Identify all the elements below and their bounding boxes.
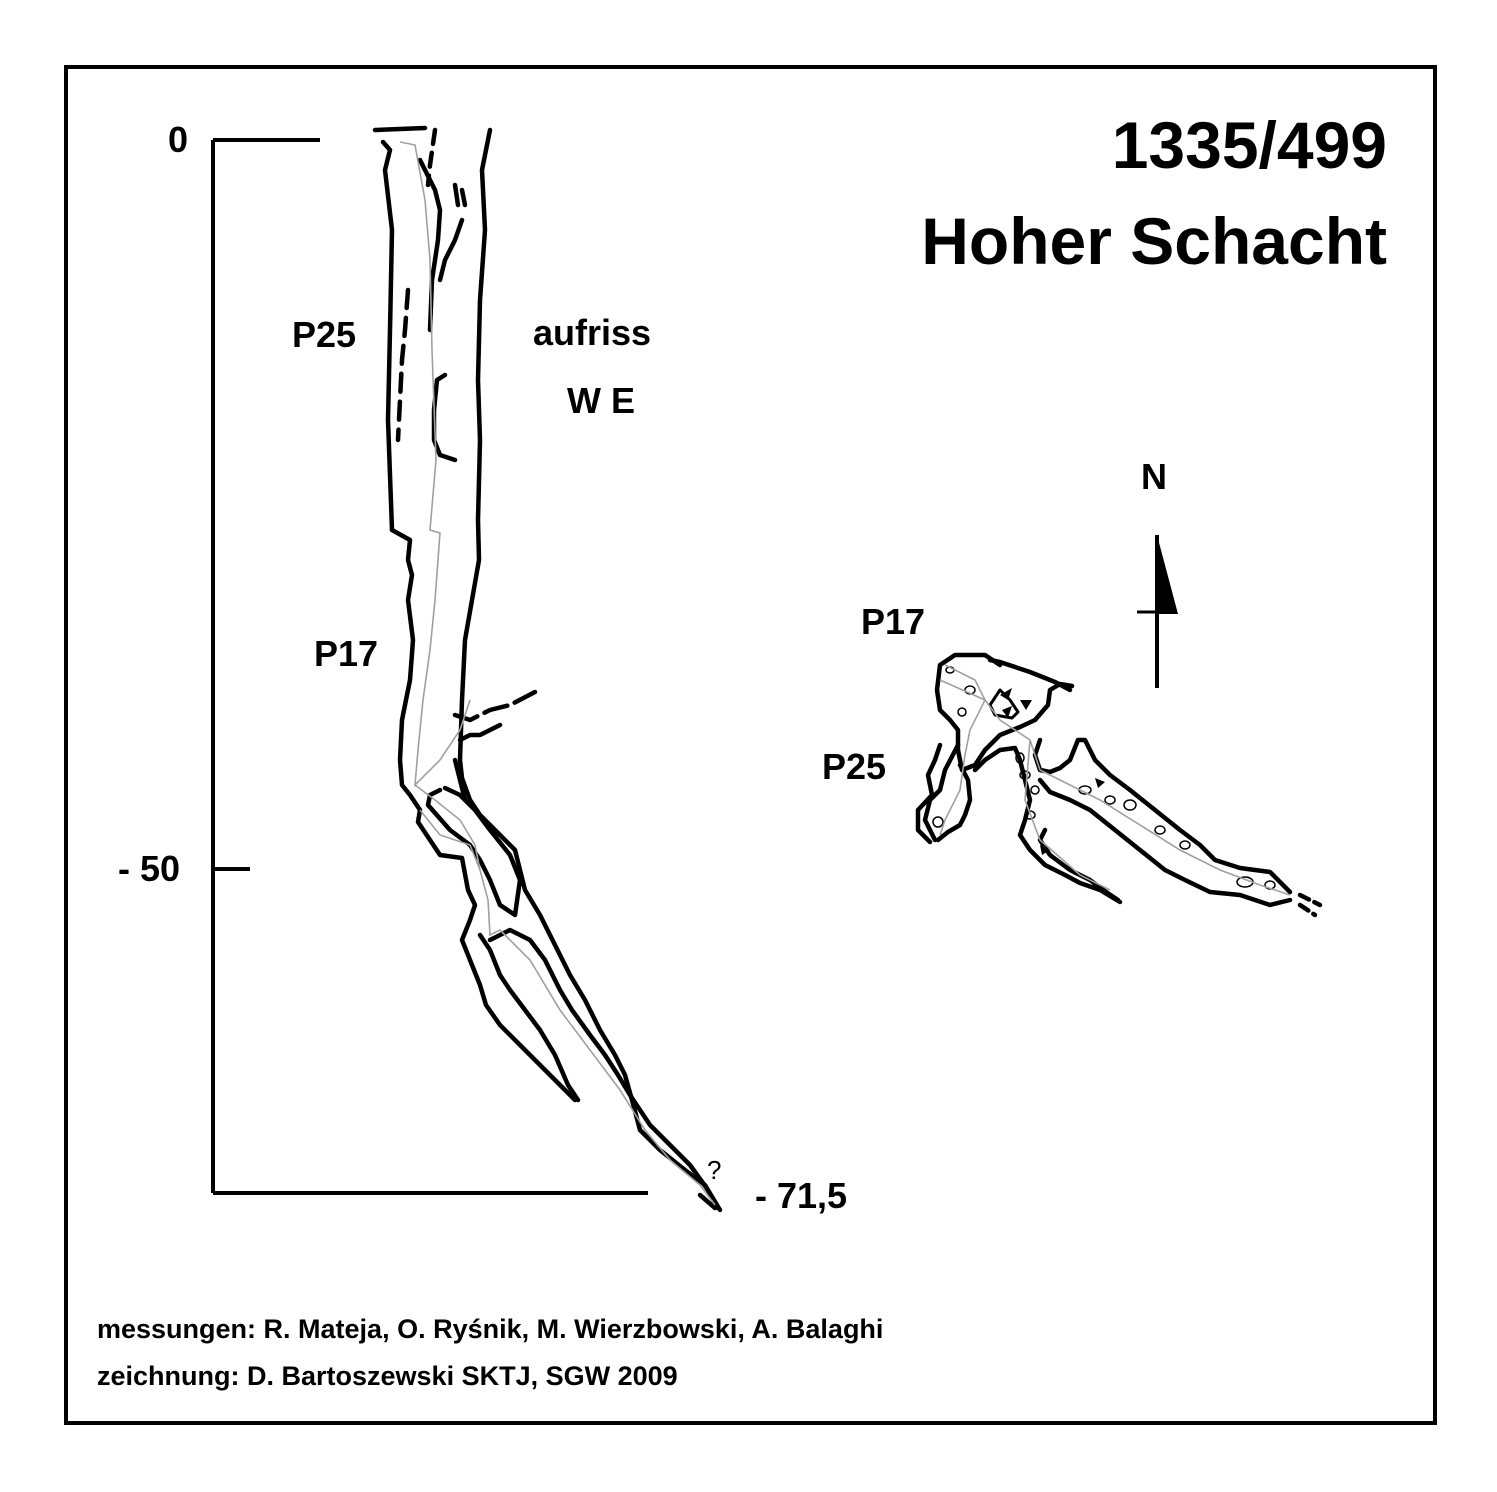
north-arrow-icon bbox=[1137, 535, 1178, 688]
cave-number: 1335/499 bbox=[1111, 108, 1387, 182]
uncertain-continuation-mark: ? bbox=[707, 1155, 722, 1185]
elevation-cave-outline bbox=[372, 125, 723, 1213]
plan-slope-markers bbox=[1000, 688, 1105, 855]
cave-name: Hoher Schacht bbox=[921, 204, 1387, 278]
drawing-credits: zeichnung: D. Bartoszewski SKTJ, SGW 200… bbox=[97, 1361, 678, 1391]
depth-label-50: - 50 bbox=[118, 848, 181, 889]
survey-credits: messungen: R. Mateja, O. Ryśnik, M. Wier… bbox=[97, 1314, 884, 1344]
plan-survey-line bbox=[939, 664, 1291, 896]
elevation-pitch-p25: P25 bbox=[292, 314, 357, 355]
north-label: N bbox=[1141, 456, 1167, 497]
depth-label-bottom: - 71,5 bbox=[755, 1175, 848, 1216]
map-frame bbox=[64, 65, 1437, 1425]
depth-label-0: 0 bbox=[168, 119, 189, 160]
elevation-pitch-p17: P17 bbox=[314, 633, 379, 674]
depth-scale bbox=[211, 138, 648, 1195]
elevation-survey-line bbox=[399, 141, 716, 1206]
elevation-view-label: aufriss bbox=[533, 312, 652, 353]
plan-pitch-p25: P25 bbox=[822, 746, 887, 787]
plan-pitch-p17: P17 bbox=[861, 601, 926, 642]
elevation-orientation: W E bbox=[567, 380, 635, 421]
plan-cave-outline bbox=[915, 652, 1323, 918]
